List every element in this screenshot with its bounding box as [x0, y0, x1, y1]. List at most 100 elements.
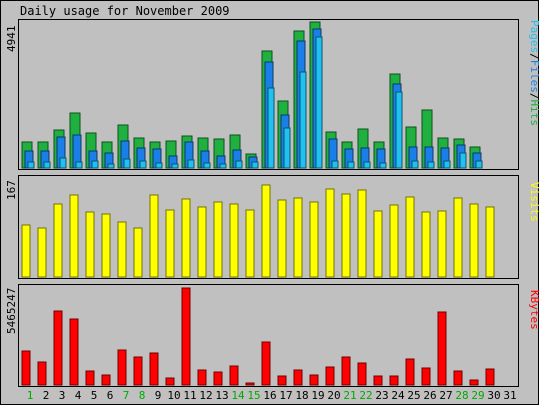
day-label-8: 8 — [139, 389, 146, 402]
day-label-31: 31 — [503, 389, 516, 402]
kbytes-bar-day-25 — [405, 358, 415, 386]
day-label-3: 3 — [59, 389, 66, 402]
kbytes-bar-day-6 — [101, 374, 111, 386]
pages-bar-day-16 — [267, 87, 275, 169]
visits-bar-day-1 — [21, 224, 31, 278]
pages-bar-day-1 — [27, 161, 35, 169]
day-label-14: 14 — [231, 389, 245, 402]
pages-bar-day-13 — [219, 163, 227, 169]
kbytes-bar-day-26 — [421, 367, 431, 386]
day-label-1: 1 — [27, 389, 34, 402]
legend-hits: Hits — [528, 100, 539, 127]
day-label-4: 4 — [75, 389, 82, 402]
kbytes-bar-day-28 — [453, 370, 463, 386]
day-label-12: 12 — [199, 389, 212, 402]
kbytes-bar-day-18 — [293, 369, 303, 386]
pages-bar-day-6 — [107, 163, 115, 169]
visits-bar-day-10 — [165, 209, 175, 278]
pages-bar-day-7 — [123, 158, 131, 169]
kbytes-bar-day-19 — [309, 374, 319, 386]
kbytes-bar-day-1 — [21, 350, 31, 386]
kbytes-bar-day-24 — [389, 375, 399, 386]
day-label-26: 26 — [423, 389, 436, 402]
pages-bar-day-26 — [427, 161, 435, 169]
day-label-17: 17 — [279, 389, 292, 402]
visits-bar-day-21 — [341, 193, 351, 278]
day-label-29: 29 — [471, 389, 484, 402]
visits-bar-day-16 — [261, 184, 271, 278]
visits-bar-day-5 — [85, 211, 95, 278]
bottom-ymax-label: 5465247 — [5, 288, 18, 334]
pages-bar-day-4 — [75, 161, 83, 169]
pages-bar-day-10 — [171, 163, 179, 169]
pages-bar-day-17 — [283, 127, 291, 169]
kbytes-bar-day-2 — [37, 361, 47, 386]
visits-bar-day-14 — [229, 203, 239, 278]
kbytes-bar-day-9 — [149, 352, 159, 386]
kbytes-bar-day-30 — [485, 368, 495, 386]
day-label-16: 16 — [263, 389, 276, 402]
pages-bar-day-15 — [251, 161, 259, 169]
legend-files: Files — [528, 60, 539, 93]
day-label-6: 6 — [107, 389, 114, 402]
kbytes-bar-day-15 — [245, 382, 255, 386]
pages-bar-day-5 — [91, 160, 99, 169]
visits-bar-day-27 — [437, 210, 447, 278]
kbytes-bar-day-23 — [373, 375, 383, 386]
day-label-25: 25 — [407, 389, 420, 402]
bottom-right-legend: KBytes — [528, 290, 539, 330]
visits-bar-day-17 — [277, 199, 287, 278]
kbytes-bar-day-11 — [181, 287, 191, 386]
visits-bar-day-20 — [325, 188, 335, 278]
visits-bar-day-2 — [37, 227, 47, 278]
visits-bar-day-30 — [485, 206, 495, 278]
pages-bar-day-11 — [187, 159, 195, 169]
visits-bar-day-19 — [309, 201, 319, 278]
pages-bar-day-20 — [331, 160, 339, 169]
top-right-legend: Pages/Files/Hits — [528, 20, 539, 126]
day-label-9: 9 — [155, 389, 162, 402]
pages-bar-day-27 — [443, 160, 451, 169]
visits-bar-day-22 — [357, 189, 367, 278]
visits-bar-day-12 — [197, 206, 207, 278]
pages-bar-day-18 — [299, 71, 307, 169]
visits-bar-day-7 — [117, 221, 127, 278]
pages-bar-day-25 — [411, 160, 419, 169]
middle-ymax-label: 167 — [5, 180, 18, 200]
pages-bar-day-8 — [139, 160, 147, 169]
day-label-2: 2 — [43, 389, 50, 402]
visits-bar-day-26 — [421, 211, 431, 278]
kbytes-bar-day-4 — [69, 318, 79, 386]
kbytes-bar-day-7 — [117, 349, 127, 386]
day-label-30: 30 — [487, 389, 500, 402]
x-axis-day-labels: 1 2 3 4 5 6 7 8 9 10 11 12 13 14 15 16 17 18 19 20 21 22 23 24 2… — [27, 389, 517, 402]
kbytes-bar-day-21 — [341, 356, 351, 386]
day-label-22: 22 — [359, 389, 372, 402]
pages-bar-day-9 — [155, 162, 163, 169]
kbytes-bar-day-10 — [165, 377, 175, 386]
top-panel-bars — [21, 21, 483, 169]
pages-bar-day-28 — [459, 152, 467, 169]
visits-bar-day-4 — [69, 194, 79, 278]
kbytes-bar-day-16 — [261, 341, 271, 386]
kbytes-bar-day-5 — [85, 370, 95, 386]
day-label-28: 28 — [455, 389, 468, 402]
pages-bar-day-2 — [43, 161, 51, 169]
kbytes-bar-day-8 — [133, 356, 143, 386]
day-label-7: 7 — [123, 389, 130, 402]
visits-bar-day-6 — [101, 213, 111, 278]
kbytes-bar-day-17 — [277, 375, 287, 386]
visits-bar-day-9 — [149, 194, 159, 278]
day-label-18: 18 — [295, 389, 308, 402]
kbytes-bar-day-29 — [469, 379, 479, 386]
kbytes-bar-day-20 — [325, 366, 335, 386]
visits-bar-day-13 — [213, 201, 223, 278]
pages-bar-day-12 — [203, 162, 211, 169]
visits-bar-day-15 — [245, 209, 255, 278]
bottom-panel-bars — [21, 287, 495, 386]
visits-bar-day-29 — [469, 203, 479, 278]
day-label-20: 20 — [327, 389, 340, 402]
top-ymax-label: 4941 — [5, 26, 18, 53]
visits-bar-day-8 — [133, 227, 143, 278]
